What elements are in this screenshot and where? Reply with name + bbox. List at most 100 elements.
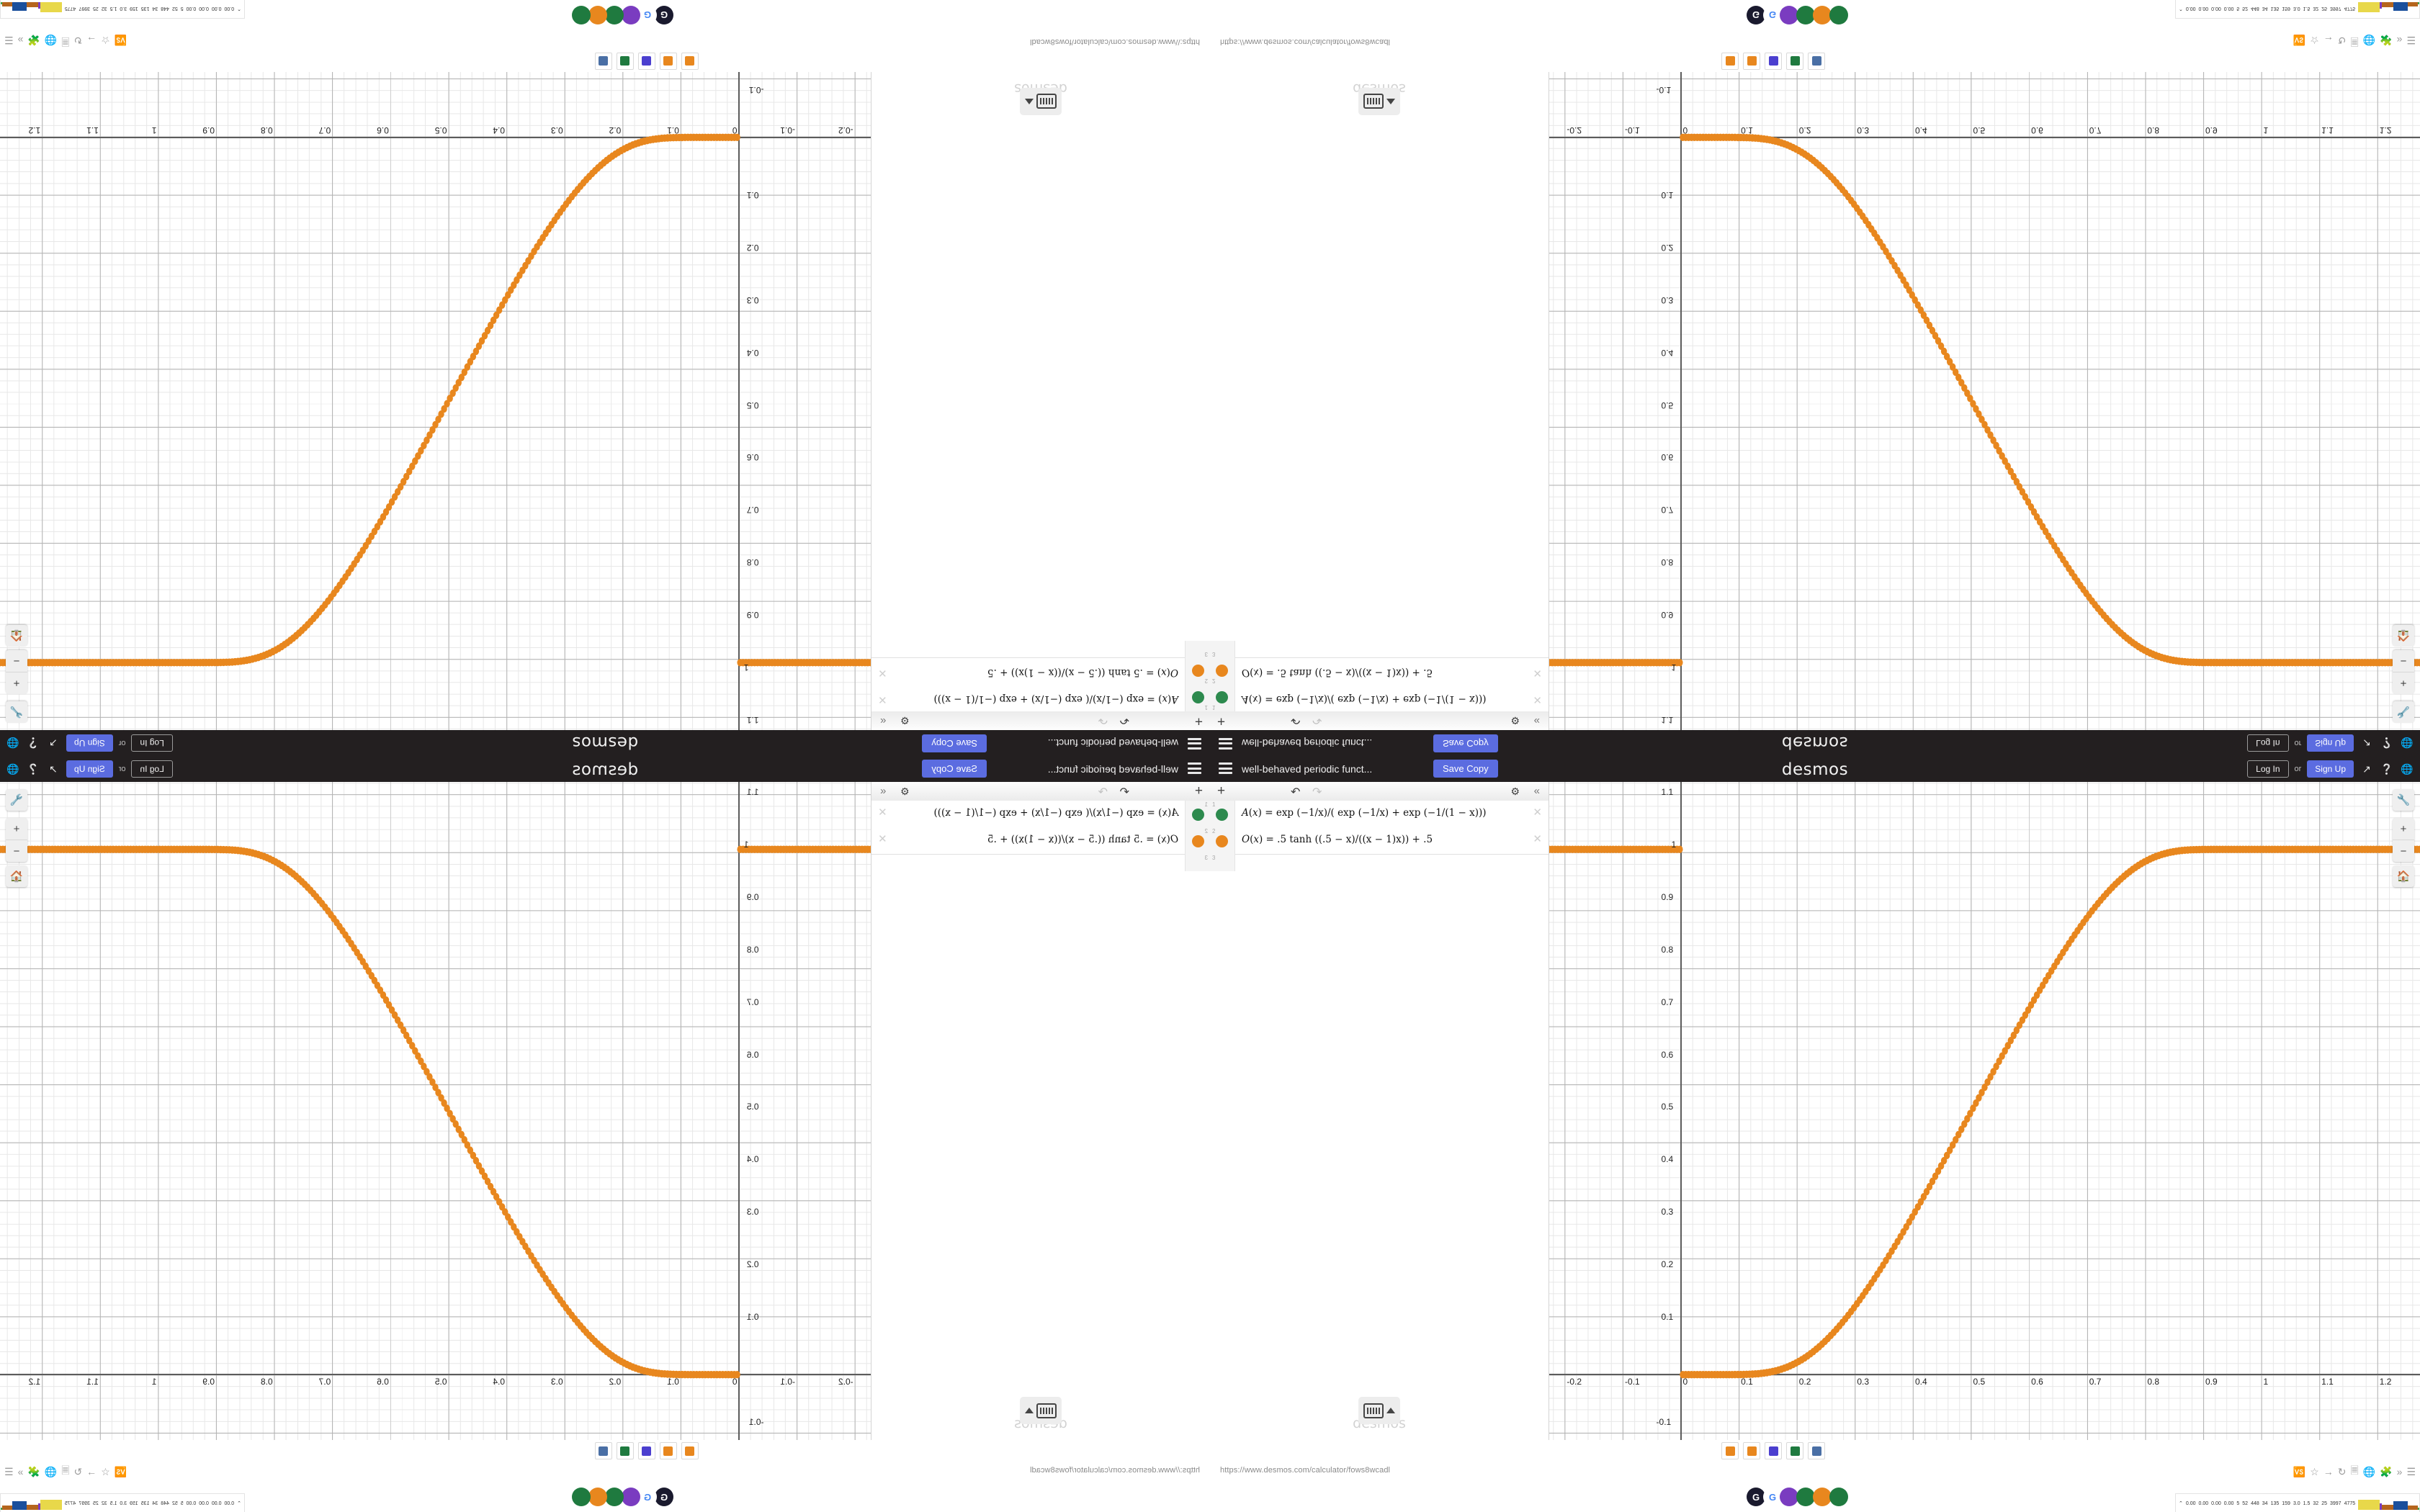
- help-icon[interactable]: ❔: [2380, 737, 2393, 750]
- expression-math[interactable]: A(x) = exp (−1/x)/( exp (−1/x) + exp (−1…: [933, 807, 1178, 819]
- add-expression-button[interactable]: +: [1217, 714, 1226, 729]
- share-icon[interactable]: ↗: [49, 737, 58, 750]
- expression-math[interactable]: O(x) = .5 tanh ((.5 − x)/((x − 1)x)) + .…: [987, 667, 1178, 678]
- overflow-chevrons-icon[interactable]: »: [2396, 1466, 2403, 1477]
- bookmark-green1[interactable]: [605, 1488, 624, 1506]
- floppy-disk-icon[interactable]: [638, 1442, 655, 1459]
- globe-icon[interactable]: 🌐: [2362, 35, 2376, 47]
- overflow-chevrons-icon[interactable]: »: [2396, 35, 2403, 46]
- wrench-settings-icon[interactable]: 🔧: [2396, 794, 2411, 806]
- zoom-out-icon[interactable]: −: [6, 650, 27, 672]
- log-in-button[interactable]: Log In: [131, 760, 173, 778]
- url-bar[interactable]: https://www.desmos.com/calculator/fows8w…: [1210, 27, 2420, 52]
- log-in-button[interactable]: Log In: [131, 734, 173, 752]
- language-globe-icon[interactable]: 🌐: [6, 737, 19, 750]
- firefox-icon[interactable]: [1743, 1442, 1760, 1459]
- url-bar[interactable]: https://www.desmos.com/calculator/fows8w…: [0, 1460, 1210, 1485]
- expression-row[interactable]: 1 A(x) = exp (−1/x)/( exp (−1/x) + exp (…: [871, 801, 1210, 828]
- double-chevron-left-icon[interactable]: «: [880, 715, 887, 727]
- log-in-button[interactable]: Log In: [2247, 760, 2289, 778]
- graph-title[interactable]: well-behaved periodic funct...: [1047, 763, 1178, 775]
- zoom-out-icon[interactable]: −: [2393, 650, 2414, 672]
- graph-settings-control[interactable]: 🔧: [2393, 789, 2414, 811]
- graph-title[interactable]: well-behaved periodic funct...: [1242, 737, 1373, 749]
- zoom-out-icon[interactable]: −: [6, 840, 27, 862]
- graph-zoom-control[interactable]: + −: [2393, 650, 2414, 694]
- double-chevron-left-icon[interactable]: «: [1533, 785, 1540, 797]
- curve-color-swatch-green[interactable]: [1216, 809, 1228, 821]
- log-in-button[interactable]: Log In: [2247, 734, 2289, 752]
- expression-index-cell[interactable]: 1: [1210, 801, 1235, 827]
- globe-icon[interactable]: 🌐: [44, 1465, 58, 1477]
- bookmark-green2[interactable]: [1829, 6, 1848, 24]
- overflow-chevrons-icon[interactable]: »: [17, 1466, 24, 1477]
- bookmark-orange[interactable]: [588, 6, 607, 24]
- zoom-out-icon[interactable]: −: [2393, 840, 2414, 862]
- extension-icon[interactable]: 🧩: [27, 35, 40, 47]
- empty-expression-row[interactable]: 3: [1185, 641, 1210, 658]
- bookmark-green1[interactable]: [1796, 1488, 1815, 1506]
- monitor-blue-icon[interactable]: [595, 1442, 612, 1459]
- curve-color-swatch-orange[interactable]: [1192, 665, 1204, 677]
- expression-math[interactable]: A(x) = exp (−1/x)/( exp (−1/x) + exp (−1…: [1242, 807, 1487, 819]
- home-icon[interactable]: 🏠: [2396, 629, 2411, 642]
- bookmark-star-icon[interactable]: ☆: [101, 1465, 110, 1477]
- overflow-chevrons-icon[interactable]: »: [17, 35, 24, 46]
- graph-menu-button[interactable]: [1219, 738, 1232, 750]
- globe-icon[interactable]: 🌐: [44, 35, 58, 47]
- share-icon[interactable]: ↗: [2362, 737, 2371, 750]
- expression-math[interactable]: O(x) = .5 tanh ((.5 − x)/((x − 1)x)) + .…: [987, 834, 1178, 845]
- monitor-blue-icon[interactable]: [1808, 1442, 1825, 1459]
- graph-settings-control[interactable]: 🔧: [6, 701, 27, 723]
- empty-expression-row[interactable]: 3: [1185, 854, 1210, 871]
- bookmark-g1[interactable]: G: [1747, 1488, 1765, 1506]
- url-bar[interactable]: https://www.desmos.com/calculator/fows8w…: [1210, 1460, 2420, 1485]
- undo-button[interactable]: ↶: [1119, 714, 1129, 726]
- zoom-in-icon[interactable]: +: [13, 822, 20, 835]
- firefox-icon[interactable]: [660, 1442, 677, 1459]
- bookmark-google[interactable]: G: [638, 1488, 657, 1506]
- undo-button[interactable]: ↶: [1119, 786, 1129, 798]
- graph-canvas[interactable]: -0.2 -0.1 0 0.1 0.2 0.3 0.4 0.5 0.6 0.7 0.8 0.9 1 1.1…: [0, 782, 871, 1440]
- monitor-blue-icon[interactable]: [1808, 53, 1825, 70]
- forward-arrow-icon[interactable]: →: [2323, 35, 2334, 46]
- graph-home-control[interactable]: 🏠: [6, 865, 27, 887]
- expression-row[interactable]: 2 O(x) = .5 tanh ((.5 − x)/((x − 1)x)) +…: [871, 657, 1210, 685]
- expression-index-cell[interactable]: 2: [1185, 827, 1210, 854]
- home-icon[interactable]: 🏠: [9, 629, 24, 642]
- double-chevron-left-icon[interactable]: «: [1533, 715, 1540, 727]
- help-icon[interactable]: ❔: [27, 762, 40, 775]
- terminal-icon[interactable]: [681, 1442, 699, 1459]
- forward-arrow-icon[interactable]: →: [86, 35, 97, 46]
- help-icon[interactable]: ❔: [27, 737, 40, 750]
- expression-row[interactable]: 2 O(x) = .5 tanh ((.5 − x)/((x − 1)x)) +…: [1210, 827, 1549, 855]
- graph-menu-button[interactable]: [1219, 762, 1232, 774]
- graph-canvas[interactable]: -0.2 -0.1 0 0.1 0.2 0.3 0.4 0.5 0.6 0.7 0.8 0.9 1 1.1…: [0, 72, 871, 730]
- extension-icon[interactable]: 🧩: [2380, 1465, 2393, 1477]
- monitor-green-icon[interactable]: [617, 1442, 634, 1459]
- bookmark-star-icon[interactable]: ☆: [2310, 35, 2319, 47]
- expression-row[interactable]: 1 A(x) = exp (−1/x)/( exp (−1/x) + exp (…: [1210, 801, 1549, 828]
- curve-color-swatch-orange[interactable]: [1192, 835, 1204, 847]
- bookmark-g1[interactable]: G: [655, 1488, 673, 1506]
- help-icon[interactable]: ❔: [2380, 762, 2393, 775]
- sign-up-button[interactable]: Sign Up: [66, 760, 113, 778]
- expression-row[interactable]: 2 O(x) = .5 tanh ((.5 − x)/((x − 1)x)) +…: [871, 827, 1210, 855]
- graph-menu-button[interactable]: [1188, 738, 1201, 750]
- forward-arrow-icon[interactable]: →: [2323, 1466, 2334, 1477]
- add-expression-button[interactable]: +: [1194, 783, 1203, 798]
- curve-color-swatch-orange[interactable]: [1216, 665, 1228, 677]
- delete-expression-button[interactable]: ✕: [1533, 693, 1542, 706]
- bookmark-rainbow[interactable]: [1780, 1488, 1798, 1506]
- graph-canvas[interactable]: -0.2 -0.1 0 0.1 0.2 0.3 0.4 0.5 0.6 0.7 0.8 0.9 1 1.1…: [1549, 72, 2420, 730]
- menu-icon[interactable]: ☰: [2406, 35, 2416, 47]
- graph-title[interactable]: well-behaved periodic funct...: [1242, 763, 1373, 775]
- undo-button[interactable]: ↶: [1291, 714, 1301, 726]
- delete-expression-button[interactable]: ✕: [1533, 833, 1542, 845]
- empty-expression-row[interactable]: 3: [1210, 641, 1235, 658]
- bookmark-orange[interactable]: [588, 1488, 607, 1506]
- graph-home-control[interactable]: 🏠: [6, 625, 27, 647]
- redo-button[interactable]: ↷: [1098, 714, 1108, 726]
- language-globe-icon[interactable]: 🌐: [2401, 737, 2414, 750]
- graph-title[interactable]: well-behaved periodic funct...: [1047, 737, 1178, 749]
